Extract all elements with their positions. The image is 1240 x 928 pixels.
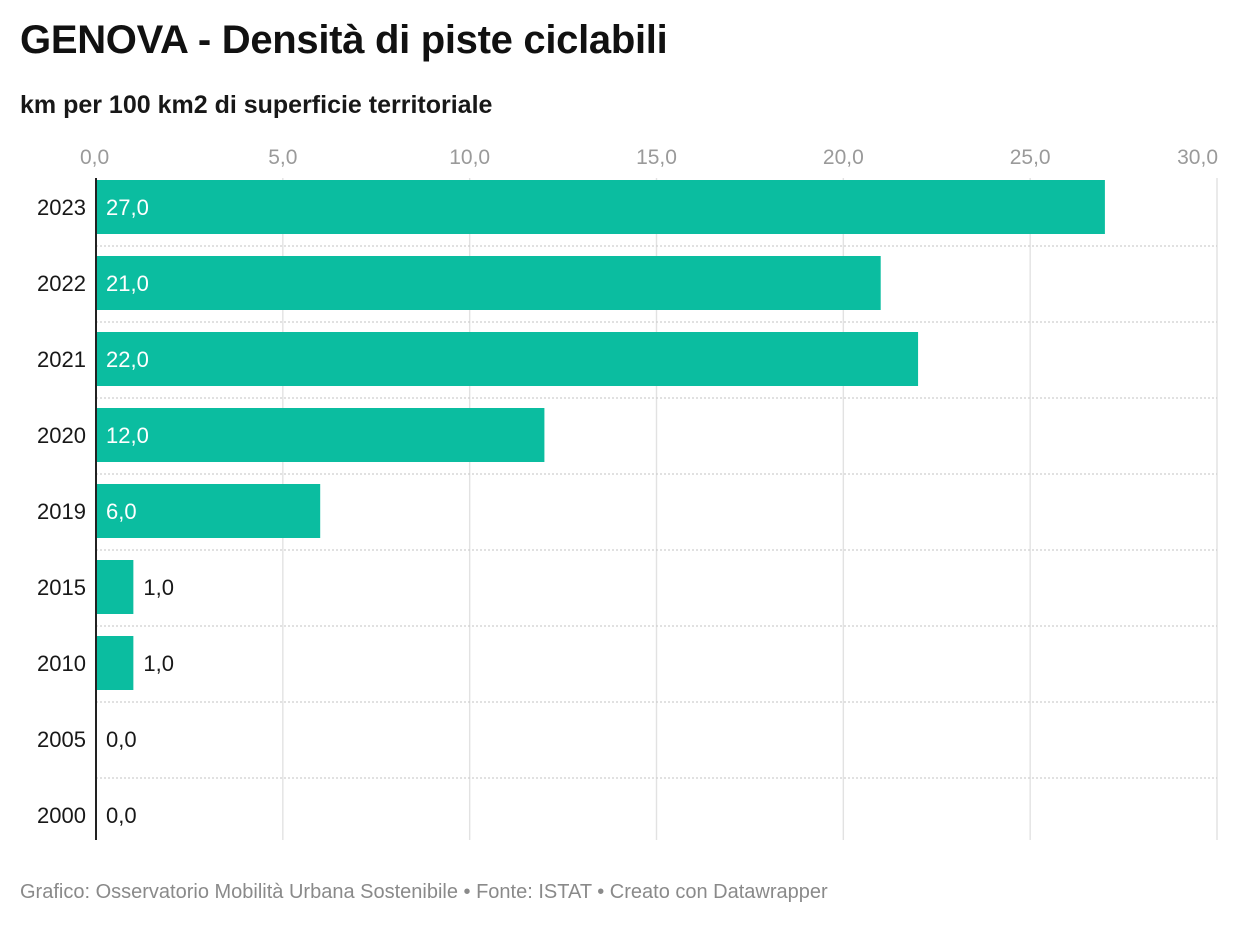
x-tick-label: 0,0 xyxy=(80,146,109,169)
x-tick-label: 5,0 xyxy=(268,146,297,169)
bar xyxy=(96,484,321,538)
bar-value-label: 6,0 xyxy=(106,499,137,524)
bar xyxy=(96,408,545,462)
category-label: 2000 xyxy=(37,803,86,828)
chart-footer-credit: Grafico: Osservatorio Mobilità Urbana So… xyxy=(20,881,828,903)
category-label: 2010 xyxy=(37,651,86,676)
x-tick-label: 15,0 xyxy=(636,146,677,169)
bar xyxy=(96,560,134,614)
bar xyxy=(96,636,134,690)
bar-value-label: 1,0 xyxy=(143,651,174,676)
bar xyxy=(96,256,881,310)
x-tick-label: 30,0 xyxy=(1177,146,1218,169)
bar xyxy=(96,180,1105,234)
chart-title: GENOVA - Densità di piste ciclabili xyxy=(20,18,668,62)
bar-value-label: 0,0 xyxy=(106,803,137,828)
chart-subtitle: km per 100 km2 di superficie territorial… xyxy=(20,91,493,119)
bar-value-label: 12,0 xyxy=(106,423,149,448)
x-tick-label: 20,0 xyxy=(823,146,864,169)
x-tick-label: 25,0 xyxy=(1010,146,1051,169)
category-label: 2022 xyxy=(37,271,86,296)
category-label: 2021 xyxy=(37,347,86,372)
bar-value-label: 27,0 xyxy=(106,195,149,220)
bar-value-label: 0,0 xyxy=(106,727,137,752)
category-label: 2020 xyxy=(37,423,86,448)
category-label: 2019 xyxy=(37,499,86,524)
category-label: 2023 xyxy=(37,195,86,220)
bar xyxy=(96,332,919,386)
x-tick-label: 10,0 xyxy=(449,146,490,169)
bar-value-label: 22,0 xyxy=(106,347,149,372)
category-label: 2015 xyxy=(37,575,86,600)
bar-chart: 0,0 5,0 10,0 15,0 20,0 25,0 30,0 2023 27,0 2022 21… xyxy=(37,146,1218,840)
bar-value-label: 21,0 xyxy=(106,271,149,296)
bar-value-label: 1,0 xyxy=(143,575,174,600)
category-label: 2005 xyxy=(37,727,86,752)
